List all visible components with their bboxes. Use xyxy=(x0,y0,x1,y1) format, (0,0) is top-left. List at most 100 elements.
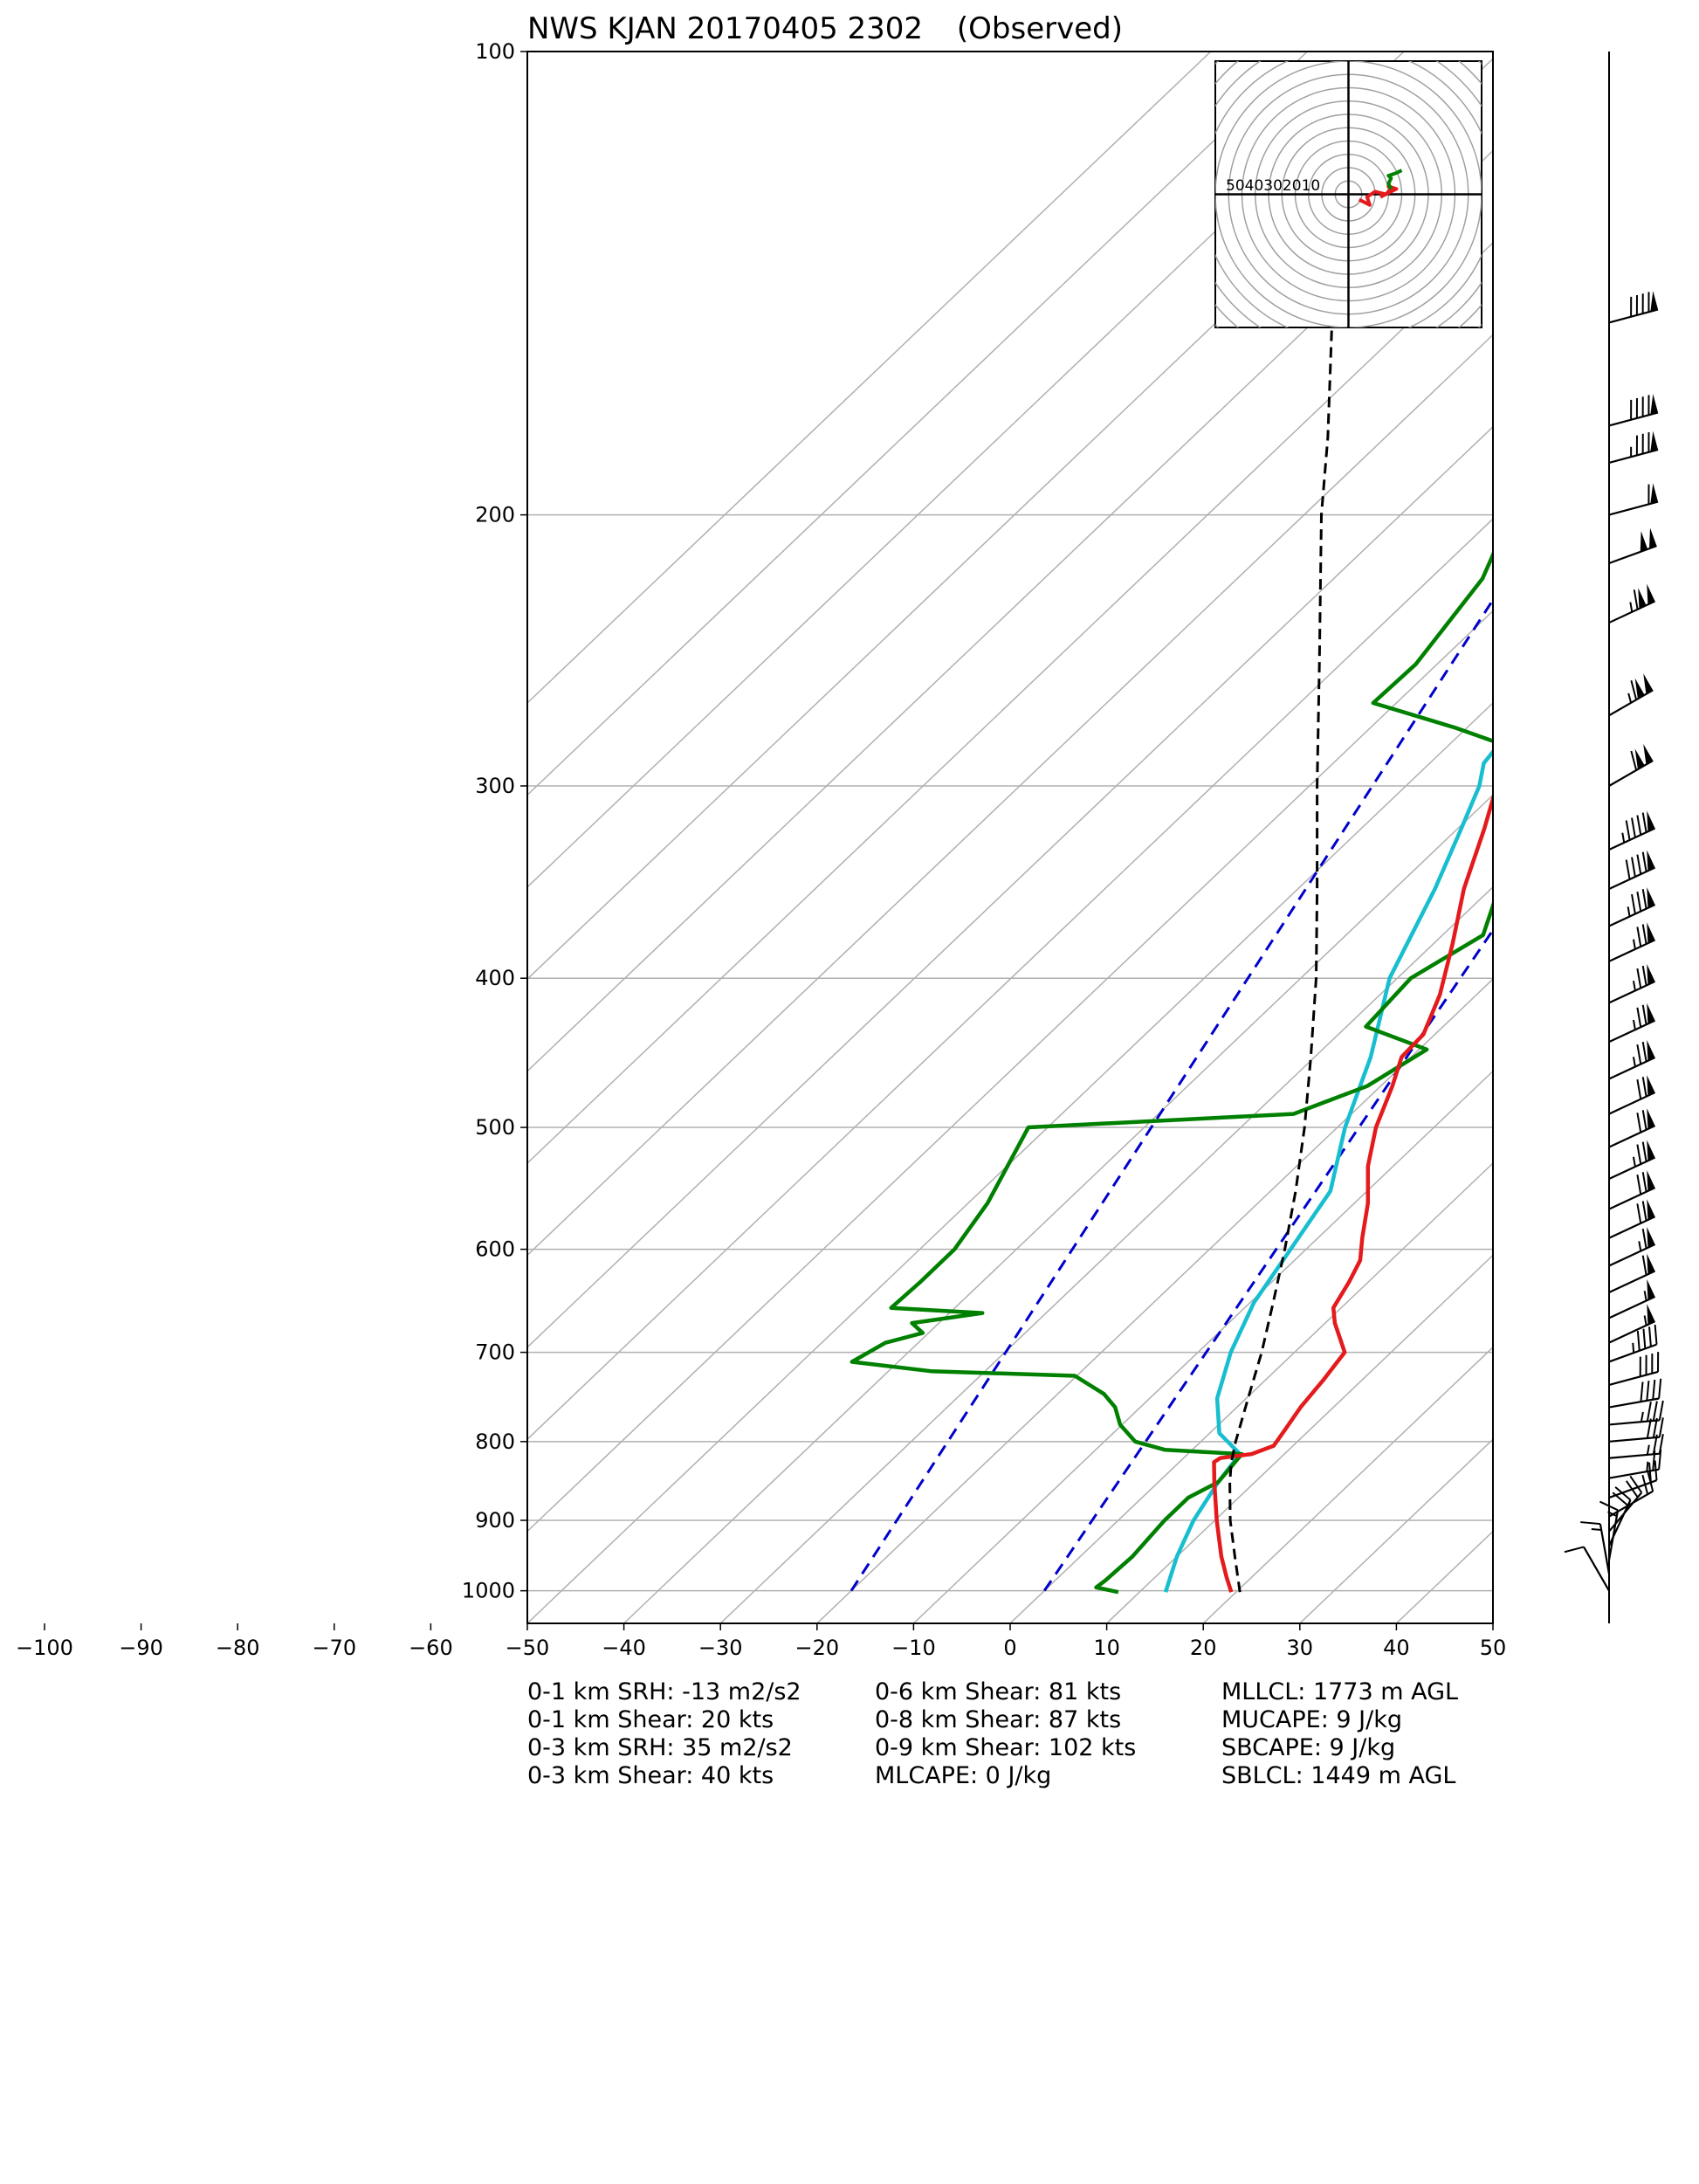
wind-barb-full-flag xyxy=(1641,812,1647,833)
wind-barb-215 xyxy=(1608,527,1657,565)
chart-title: NWS KJAN 20170405 2302 (Observed) xyxy=(527,11,1123,46)
wind-barb-full-flag xyxy=(1630,750,1638,771)
x-tick-label--30: −30 xyxy=(698,1636,743,1660)
wind-barb-pennant xyxy=(1634,678,1645,699)
wind-barb-615 xyxy=(1608,1227,1656,1267)
wind-barb-full-flag xyxy=(1641,1141,1647,1162)
wind-barb-full-flag xyxy=(1636,1331,1641,1351)
wind-barb-full-flag xyxy=(1648,1326,1652,1347)
wind-barb-full-flag xyxy=(1636,1007,1642,1028)
hodo-ring-label-10: 10 xyxy=(1302,177,1321,195)
hodo-ring-label-30: 30 xyxy=(1263,177,1283,195)
wind-barb-pennant xyxy=(1634,748,1645,769)
wind-barb-pennant xyxy=(1647,810,1655,832)
wind-barb-pennant xyxy=(1650,483,1659,504)
y-axis-ticks: 1000 900 800 700 600 500 400 300 200 100 xyxy=(462,39,527,1603)
wind-barb-staff xyxy=(1607,1510,1620,1560)
wind-barb-full-flag xyxy=(1640,1381,1644,1402)
wind-barb-full-flag xyxy=(1630,680,1638,700)
wind-barb-975 xyxy=(1580,1521,1611,1574)
wind-barb-pennant xyxy=(1647,1108,1655,1129)
dewpoint-profile-line xyxy=(850,549,1493,1595)
x-tick-label--20: −20 xyxy=(794,1636,839,1660)
wind-barb-710 xyxy=(1608,1324,1658,1363)
wind-barb-staff xyxy=(1608,980,1656,1004)
wind-barb-staff xyxy=(1608,1468,1660,1479)
isotherm-50 xyxy=(1492,1622,1493,1623)
wind-barb-staff xyxy=(1608,1244,1656,1267)
wind-barb-full-flag xyxy=(1641,1255,1647,1276)
wind-barb-full-flag xyxy=(1652,1401,1658,1422)
wind-barb-full-flag xyxy=(1658,1400,1664,1421)
wind-barb-465 xyxy=(1608,1040,1656,1080)
wind-barb-staff xyxy=(1599,1523,1611,1574)
wind-barb-pennant xyxy=(1643,673,1654,694)
y-tick-label-300: 300 xyxy=(475,774,515,798)
wind-barb-390 xyxy=(1608,922,1656,962)
wind-barb-270 xyxy=(1608,673,1654,717)
wind-barb-735 xyxy=(1608,1352,1660,1387)
y-tick-label-500: 500 xyxy=(475,1115,515,1140)
y-tick-label-200: 200 xyxy=(475,503,515,527)
wind-barb-full-flag xyxy=(1641,1474,1649,1495)
wind-barb-half-flag xyxy=(1627,692,1633,704)
wind-barb-staff xyxy=(1608,1187,1656,1210)
wind-barb-full-flag xyxy=(1636,1079,1642,1099)
isotherm--80 xyxy=(527,425,1493,1348)
wind-barb-175 xyxy=(1608,394,1659,427)
wind-barb-staff xyxy=(1608,904,1656,927)
wind-barb-half-flag xyxy=(1627,906,1631,917)
wind-barb-full-flag xyxy=(1636,968,1642,989)
isotherm-10 xyxy=(1106,1254,1493,1623)
wind-barb-640 xyxy=(1608,1253,1656,1294)
wind-barb-full-flag xyxy=(1641,965,1647,986)
x-tick-label--60: −60 xyxy=(409,1636,453,1660)
wind-barb-full-flag xyxy=(1641,1229,1647,1249)
wind-barb-pennant xyxy=(1647,887,1655,908)
stat-shear-0-3: 0-3 km Shear: 40 kts xyxy=(527,1762,774,1789)
wind-barb-full-flag xyxy=(1641,1110,1647,1130)
wind-barbs xyxy=(1564,52,1664,1623)
wind-barb-490 xyxy=(1608,1075,1656,1115)
stat-shear-0-6: 0-6 km Shear: 81 kts xyxy=(875,1678,1121,1705)
wind-barb-half-flag xyxy=(1632,1156,1636,1168)
y-tick-label-1000: 1000 xyxy=(462,1579,515,1603)
wind-barb-full-flag xyxy=(1580,1521,1601,1526)
wind-barb-half-flag xyxy=(1607,1511,1618,1518)
y-tick-label-900: 900 xyxy=(475,1508,515,1533)
wind-barb-pennant xyxy=(1647,1253,1655,1275)
wind-barb-full-flag xyxy=(1654,1460,1658,1481)
y-tick-label-400: 400 xyxy=(475,966,515,990)
wind-barb-pennant xyxy=(1647,1278,1655,1300)
wind-barb-half-flag xyxy=(1638,1241,1642,1251)
wind-barb-full-flag xyxy=(1648,1462,1652,1483)
wind-barb-pennant xyxy=(1647,850,1655,872)
wind-barb-half-flag xyxy=(1646,1444,1650,1456)
hodo-ring-label-50: 50 xyxy=(1226,177,1245,195)
wind-barb-full-flag xyxy=(1641,1004,1647,1025)
wind-barb-pennant xyxy=(1638,588,1647,610)
isotherm--130 xyxy=(527,52,1405,888)
wind-barb-staff xyxy=(1608,1092,1656,1115)
wind-barb-690 xyxy=(1608,1304,1656,1344)
isotherm--150 xyxy=(527,52,1212,705)
wind-barb-staff xyxy=(1608,545,1657,565)
isotherm--90 xyxy=(527,334,1493,1257)
isotherm--140 xyxy=(527,52,1308,796)
wind-barb-pennant xyxy=(1647,583,1655,605)
wind-barb-1000 xyxy=(1564,1546,1610,1592)
isotherm--50 xyxy=(527,701,1493,1623)
x-tick-label--10: −10 xyxy=(891,1636,936,1660)
wind-barb-330 xyxy=(1608,810,1656,851)
wind-barb-pennant xyxy=(1643,743,1654,765)
wind-barb-full-flag xyxy=(1652,1417,1658,1438)
wind-barb-full-flag xyxy=(1658,1378,1662,1399)
parcel-profile-line xyxy=(1228,322,1334,1593)
wind-barb-staff xyxy=(1608,760,1654,787)
wind-barb-full-flag xyxy=(1629,1475,1643,1493)
hodograph-inset: 5040302010 xyxy=(1214,60,1482,328)
isotherm--60 xyxy=(527,610,1493,1533)
y-tick-label-600: 600 xyxy=(475,1237,515,1262)
stats-panel: 0-1 km SRH: -13 m2/s2 0-1 km Shear: 20 k… xyxy=(527,1678,1458,1789)
wind-barb-full-flag xyxy=(1564,1546,1585,1554)
